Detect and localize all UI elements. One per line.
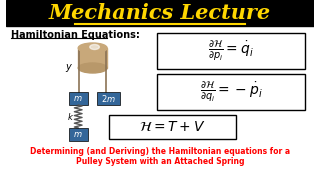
- Text: $2m$: $2m$: [101, 93, 116, 104]
- Text: Mechanics Lecture: Mechanics Lecture: [49, 3, 271, 23]
- Text: $\frac{\partial \mathcal{H}}{\partial q_i} = -\dot{p}_i$: $\frac{\partial \mathcal{H}}{\partial q_…: [200, 80, 263, 104]
- FancyBboxPatch shape: [97, 92, 120, 105]
- Ellipse shape: [78, 63, 107, 73]
- FancyBboxPatch shape: [68, 92, 88, 105]
- Text: $m$: $m$: [73, 130, 83, 139]
- Bar: [6, 0, 314, 26]
- Text: $y$: $y$: [65, 62, 73, 74]
- Text: $m$: $m$: [73, 94, 83, 103]
- Text: Determining (and Deriving) the Hamiltonian equations for a: Determining (and Deriving) the Hamiltoni…: [30, 147, 290, 156]
- Text: Pulley System with an Attached Spring: Pulley System with an Attached Spring: [76, 157, 244, 166]
- Text: $\mathcal{H} = T + V$: $\mathcal{H} = T + V$: [139, 120, 206, 134]
- FancyBboxPatch shape: [68, 128, 88, 141]
- Ellipse shape: [78, 43, 107, 53]
- Bar: [78, 48, 107, 68]
- Text: $k$: $k$: [67, 111, 74, 122]
- Text: $\frac{\partial \mathcal{H}}{\partial p_i} = \dot{q}_i$: $\frac{\partial \mathcal{H}}{\partial p_…: [208, 39, 254, 63]
- FancyBboxPatch shape: [157, 74, 305, 110]
- Ellipse shape: [90, 44, 100, 50]
- Text: Hamiltonian Equations:: Hamiltonian Equations:: [11, 30, 140, 40]
- FancyBboxPatch shape: [157, 33, 305, 69]
- FancyBboxPatch shape: [109, 115, 236, 139]
